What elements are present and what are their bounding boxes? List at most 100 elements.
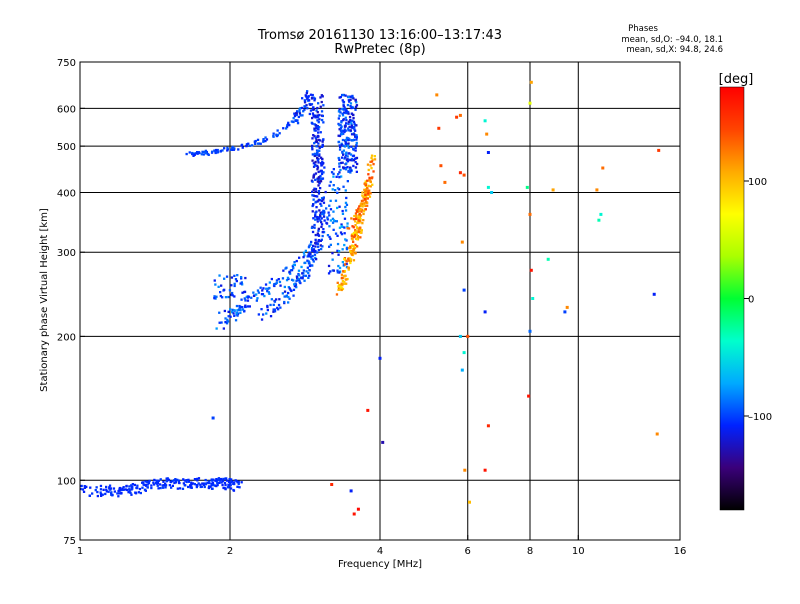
echo-point	[339, 130, 343, 133]
echo-point	[356, 245, 359, 248]
echo-point	[321, 157, 324, 161]
echo-point	[354, 224, 357, 227]
echo-point	[211, 150, 214, 153]
echo-point	[362, 219, 365, 222]
echo-point	[155, 481, 158, 484]
echo-point	[262, 287, 265, 290]
echo-point	[342, 104, 345, 107]
chart-subtitle: RwPretec (8p)	[334, 42, 425, 57]
echo-point	[338, 266, 342, 270]
echo-point	[329, 219, 332, 222]
echo-point	[110, 491, 113, 494]
echo-point	[202, 482, 205, 485]
echo-point	[378, 356, 382, 360]
echo-point	[343, 130, 346, 134]
echo-point	[311, 230, 315, 234]
echo-point	[313, 164, 317, 167]
echo-point	[332, 219, 336, 222]
echo-point	[188, 151, 191, 154]
echo-point	[328, 235, 331, 239]
echo-point	[311, 122, 314, 125]
echo-point	[313, 123, 316, 126]
echo-point	[352, 139, 355, 142]
echo-point	[336, 269, 339, 272]
echo-point	[259, 142, 262, 145]
echo-point	[313, 142, 316, 145]
echo-point	[262, 313, 265, 316]
echo-point	[316, 111, 319, 114]
echo-point	[319, 219, 322, 222]
echo-point	[257, 142, 260, 145]
echo-point	[273, 308, 277, 311]
echo-point	[226, 320, 230, 323]
echo-point	[340, 156, 344, 159]
echo-point	[213, 149, 216, 152]
echo-point	[316, 114, 320, 117]
echo-point	[289, 272, 292, 275]
echo-point	[370, 167, 373, 170]
echo-point	[314, 195, 317, 198]
echo-point	[307, 99, 311, 102]
y-axis-ticks: 75 100 200 300 400 500 600 750	[57, 58, 85, 547]
echo-point	[136, 484, 139, 487]
echo-point	[171, 479, 174, 483]
echo-point	[355, 170, 358, 173]
echo-point	[345, 262, 348, 266]
echo-point	[317, 240, 320, 243]
echo-point	[355, 134, 358, 137]
echo-point	[358, 221, 361, 224]
echo-point	[94, 489, 97, 492]
echo-point	[225, 479, 229, 482]
echo-point	[364, 192, 367, 195]
echo-point	[335, 220, 338, 223]
echo-point	[601, 166, 605, 170]
echo-point	[238, 486, 241, 489]
echo-point	[338, 158, 341, 161]
echo-point	[356, 230, 360, 233]
echo-point	[296, 277, 299, 280]
echo-point	[344, 168, 348, 171]
echo-point	[297, 277, 300, 280]
echo-point	[128, 485, 131, 488]
echo-point	[367, 192, 370, 195]
echo-point	[308, 255, 311, 258]
echo-point	[337, 173, 340, 176]
echo-point	[230, 276, 234, 279]
echo-point	[196, 151, 199, 154]
echo-point	[253, 140, 256, 143]
echo-point	[341, 93, 344, 97]
echo-point	[362, 210, 366, 213]
echo-point	[139, 491, 142, 495]
echo-point	[108, 486, 111, 489]
x-tick-label: 10	[572, 546, 585, 557]
echo-point	[298, 280, 301, 284]
echo-point	[310, 103, 314, 106]
echo-point	[347, 257, 350, 260]
echo-point	[275, 279, 279, 282]
echo-point	[352, 512, 356, 516]
echo-point	[193, 483, 196, 486]
echo-point	[147, 480, 150, 483]
echo-point	[321, 160, 324, 164]
echo-point	[303, 279, 306, 282]
echo-point	[529, 80, 533, 84]
echo-point	[311, 159, 314, 162]
echo-point	[345, 266, 349, 269]
echo-point	[315, 190, 318, 193]
echo-point	[336, 191, 339, 194]
echo-point	[223, 147, 226, 150]
echo-point	[251, 144, 254, 147]
echo-point	[320, 223, 324, 226]
echo-point	[350, 253, 354, 256]
x-tick-label: 4	[377, 546, 383, 557]
echo-point	[203, 485, 206, 489]
echo-point	[323, 166, 326, 169]
echo-point	[331, 217, 335, 220]
echo-point	[279, 284, 282, 287]
echo-point	[322, 138, 325, 141]
echo-point	[292, 117, 295, 120]
echo-point	[311, 254, 314, 258]
echo-point	[214, 283, 217, 286]
echo-point	[318, 199, 321, 202]
echo-point	[314, 218, 317, 221]
